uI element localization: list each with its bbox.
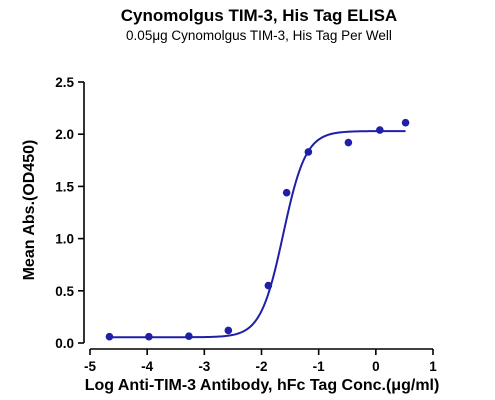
- fit-curve: [109, 130, 406, 339]
- data-point: [282, 188, 291, 197]
- x-tick-label: -3: [198, 359, 210, 374]
- x-axis-label: Log Anti-TIM-3 Antibody, hFc Tag Conc.(μ…: [85, 377, 440, 394]
- data-point: [145, 332, 153, 341]
- data-point: [401, 118, 410, 127]
- y-tick-label: 2.5: [55, 75, 74, 90]
- fit-curve-group: [109, 130, 406, 339]
- y-tick-label: 1.5: [55, 179, 74, 194]
- data-point: [344, 138, 353, 147]
- y-tick-label: 1.0: [55, 232, 74, 247]
- y-axis-label: Mean Abs.(OD450): [21, 140, 38, 281]
- data-point: [105, 332, 114, 341]
- chart-title: Cynomolgus TIM-3, His Tag ELISA: [121, 6, 397, 25]
- x-tick-label: 1: [429, 359, 437, 374]
- y-axis: 0.0 0.5 1.0 1.5 2.0 2.5: [55, 75, 85, 351]
- x-axis: -5 -4 -3 -2 -1 0 1: [84, 348, 437, 374]
- y-tick-label: 0.0: [55, 336, 74, 351]
- y-tick-label: 2.0: [55, 127, 74, 142]
- data-points: [105, 118, 410, 341]
- x-tick-label: 0: [372, 359, 380, 374]
- x-tick-label: -1: [313, 359, 325, 374]
- x-tick-label: -5: [84, 359, 96, 374]
- data-point: [304, 148, 313, 156]
- chart-subtitle: 0.05μg Cynomolgus TIM-3, His Tag Per Wel…: [126, 28, 392, 43]
- data-point: [264, 281, 273, 290]
- x-tick-label: -2: [255, 359, 267, 374]
- y-tick-label: 0.5: [55, 284, 74, 299]
- data-point: [224, 326, 233, 335]
- data-point: [376, 126, 384, 134]
- x-tick-label: -4: [141, 359, 153, 374]
- data-point: [185, 332, 193, 341]
